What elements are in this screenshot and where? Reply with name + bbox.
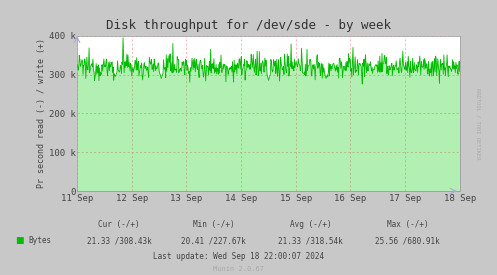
Text: 20.41 /227.67k: 20.41 /227.67k bbox=[181, 236, 246, 245]
Text: Min (-/+): Min (-/+) bbox=[193, 220, 235, 229]
Text: Disk throughput for /dev/sde - by week: Disk throughput for /dev/sde - by week bbox=[106, 19, 391, 32]
Text: Avg (-/+): Avg (-/+) bbox=[290, 220, 331, 229]
Text: 25.56 /680.91k: 25.56 /680.91k bbox=[375, 236, 440, 245]
Text: Munin 2.0.67: Munin 2.0.67 bbox=[213, 266, 264, 272]
Text: RRDTOOL / TOBI OETIKER: RRDTOOL / TOBI OETIKER bbox=[476, 88, 481, 160]
Text: 21.33 /308.43k: 21.33 /308.43k bbox=[87, 236, 152, 245]
Text: Bytes: Bytes bbox=[29, 236, 52, 245]
Text: 21.33 /318.54k: 21.33 /318.54k bbox=[278, 236, 343, 245]
Text: ■: ■ bbox=[15, 236, 23, 245]
Text: Cur (-/+): Cur (-/+) bbox=[98, 220, 140, 229]
Y-axis label: Pr second read (-) / write (+): Pr second read (-) / write (+) bbox=[37, 39, 46, 188]
Text: Max (-/+): Max (-/+) bbox=[387, 220, 428, 229]
Text: Last update: Wed Sep 18 22:00:07 2024: Last update: Wed Sep 18 22:00:07 2024 bbox=[153, 252, 324, 261]
